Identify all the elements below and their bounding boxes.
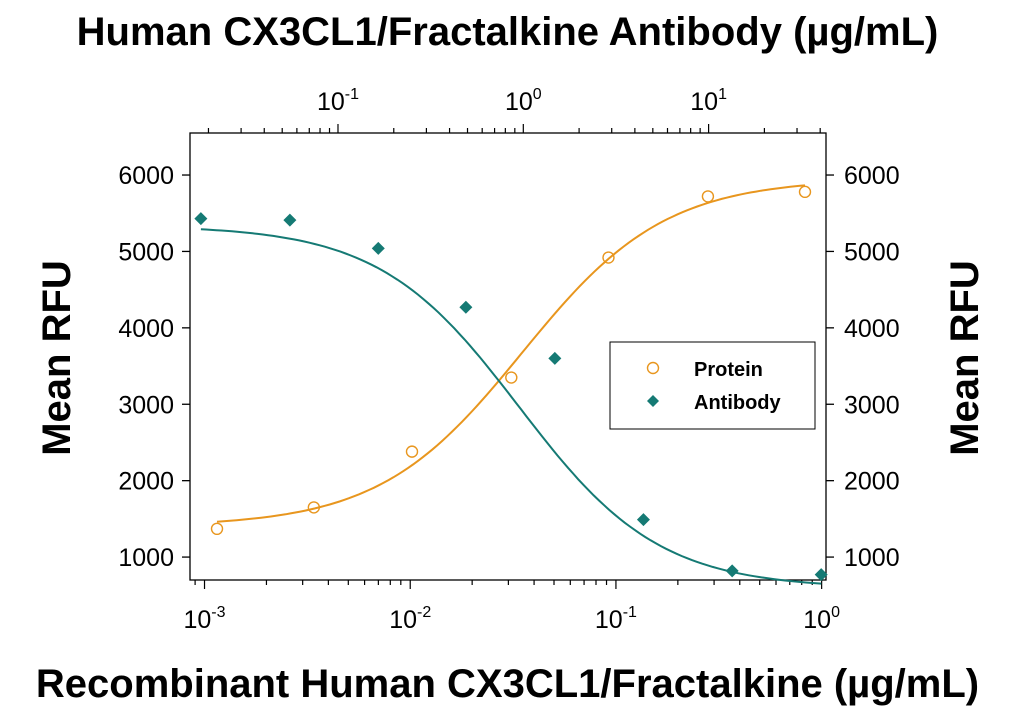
bottom-tick-label: 10-2: [389, 604, 431, 634]
y-tick-label-right: 6000: [844, 162, 900, 190]
antibody-data-point: [283, 213, 297, 227]
antibody-data-point: [814, 568, 828, 582]
y-tick-label-right: 4000: [844, 315, 900, 343]
protein-data-point: [405, 445, 419, 458]
legend-antibody-label: Antibody: [694, 392, 782, 414]
protein-data-point: [505, 371, 518, 384]
antibody-data-point: [459, 300, 473, 314]
y-tick-label-left: 4000: [118, 315, 174, 343]
top-tick-label: 10-1: [317, 86, 359, 116]
top-axis-title: Human CX3CL1/Fractalkine Antibody (µg/mL…: [76, 10, 939, 54]
bottom-axis-title: Recombinant Human CX3CL1/Fractalkine (µg…: [35, 662, 980, 706]
legend-box: [609, 341, 816, 430]
y-tick-label-right: 5000: [844, 238, 900, 266]
legend-antibody-marker: [647, 395, 659, 407]
y-tick-label-left: 1000: [118, 544, 174, 572]
antibody-data-point: [371, 241, 385, 255]
legend-protein-marker: [646, 361, 660, 375]
y-tick-label-left: 2000: [118, 468, 174, 496]
antibody-data-point: [725, 564, 739, 578]
y-tick-label-left: 5000: [118, 238, 174, 266]
y-tick-label-left: 3000: [118, 391, 174, 419]
bottom-tick-label: 10-3: [183, 604, 225, 634]
y-tick-label-right: 2000: [844, 468, 900, 496]
y-tick-label-right: 3000: [844, 391, 900, 419]
y-axis-label-right: Mean RFU: [943, 260, 987, 456]
top-tick-label: 100: [505, 86, 542, 116]
y-tick-label-left: 6000: [118, 162, 174, 190]
antibody-fit-curve: [200, 228, 822, 585]
legend-protein-label: Protein: [694, 359, 763, 381]
top-tick-label: 101: [690, 86, 727, 116]
bottom-tick-label: 100: [803, 604, 840, 634]
protein-fit-curve: [216, 184, 806, 523]
protein-data-point: [307, 501, 321, 514]
protein-data-point: [798, 185, 812, 199]
protein-data-point: [210, 522, 224, 536]
antibody-data-point: [194, 212, 208, 226]
legend: Protein Antibody: [609, 341, 816, 430]
bottom-tick-label: 10-1: [595, 604, 637, 634]
antibody-data-point: [636, 513, 650, 527]
protein-data-point: [602, 251, 615, 264]
y-tick-label-right: 1000: [844, 544, 900, 572]
y-axis-label-left: Mean RFU: [35, 260, 79, 456]
protein-data-point: [701, 190, 715, 203]
antibody-data-point: [548, 351, 562, 365]
